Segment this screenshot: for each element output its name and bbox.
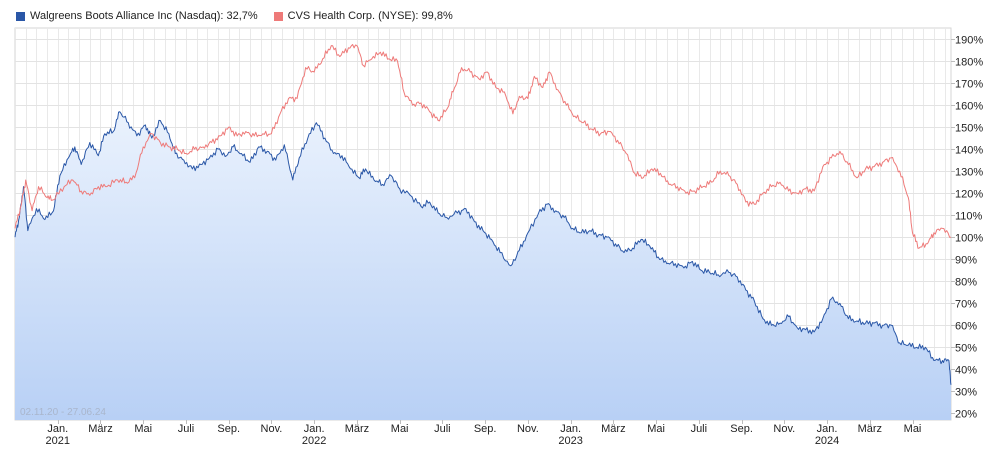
x-tick-label: Juli <box>691 423 708 435</box>
x-tick-label: Jan. <box>560 423 581 435</box>
chart-legend: Walgreens Boots Alliance Inc (Nasdaq): 3… <box>0 8 459 24</box>
x-tick-year-label: 2023 <box>558 435 582 447</box>
axes: 20% 30% 40% 50% 60% 70% 80% 90% 100% 110% 120% 130%… <box>45 35 983 448</box>
legend-item-cvs[interactable]: CVS Health Corp. (NYSE): 99,8% <box>273 10 453 22</box>
y-tick-label: 130% <box>955 167 983 179</box>
series-line-walgreens[interactable] <box>14 111 952 385</box>
y-tick-label: 150% <box>955 123 983 135</box>
x-tick-label: Jan. <box>304 423 325 435</box>
series-line-cvs[interactable] <box>14 44 952 249</box>
x-tick-label: Sep. <box>730 423 753 435</box>
x-tick-label: Nov. <box>517 423 539 435</box>
y-tick-label: 50% <box>955 343 977 355</box>
x-tick-label: Sep. <box>474 423 497 435</box>
y-tick-label: 160% <box>955 101 983 113</box>
legend-item-walgreens[interactable]: Walgreens Boots Alliance Inc (Nasdaq): 3… <box>16 10 258 22</box>
x-tick-year-label: 2024 <box>815 435 839 447</box>
x-tick-label: März <box>601 423 625 435</box>
x-tick-label: Jan. <box>817 423 838 435</box>
y-tick-label: 170% <box>955 79 983 91</box>
x-tick-label: Mai <box>391 423 409 435</box>
series-layer <box>14 44 952 420</box>
x-tick-label: Juli <box>434 423 451 435</box>
x-tick-label: März <box>88 423 112 435</box>
y-tick-label: 140% <box>955 145 983 157</box>
legend-label-cvs: CVS Health Corp. (NYSE): 99,8% <box>287 10 453 22</box>
x-tick-label: Mai <box>904 423 922 435</box>
x-tick-label: Mai <box>134 423 152 435</box>
y-tick-label: 110% <box>955 211 983 223</box>
x-tick-label: März <box>858 423 882 435</box>
y-tick-label: 30% <box>955 387 977 399</box>
x-tick-year-label: 2022 <box>302 435 326 447</box>
legend-swatch-cvs <box>273 11 283 21</box>
legend-label-walgreens: Walgreens Boots Alliance Inc (Nasdaq): 3… <box>30 10 258 22</box>
y-tick-label: 100% <box>955 233 983 245</box>
x-tick-label: Nov. <box>773 423 795 435</box>
y-tick-label: 180% <box>955 57 983 69</box>
x-tick-label: März <box>345 423 369 435</box>
y-tick-label: 190% <box>955 35 983 47</box>
y-tick-label: 20% <box>955 409 977 421</box>
y-tick-label: 40% <box>955 365 977 377</box>
date-range-label: 02.11.20 - 27.06.24 <box>20 407 106 418</box>
x-tick-label: Jan. <box>47 423 68 435</box>
x-tick-label: Mai <box>647 423 665 435</box>
y-tick-label: 90% <box>955 255 977 267</box>
x-tick-year-label: 2021 <box>45 435 69 447</box>
x-tick-label: Nov. <box>261 423 283 435</box>
legend-swatch-walgreens <box>16 11 25 21</box>
series-area-walgreens <box>15 111 951 420</box>
y-tick-label: 80% <box>955 277 977 289</box>
y-tick-label: 60% <box>955 321 977 333</box>
y-tick-label: 70% <box>955 299 977 311</box>
x-tick-label: Juli <box>178 423 195 435</box>
x-tick-label: Sep. <box>217 423 240 435</box>
y-tick-label: 120% <box>955 189 983 201</box>
